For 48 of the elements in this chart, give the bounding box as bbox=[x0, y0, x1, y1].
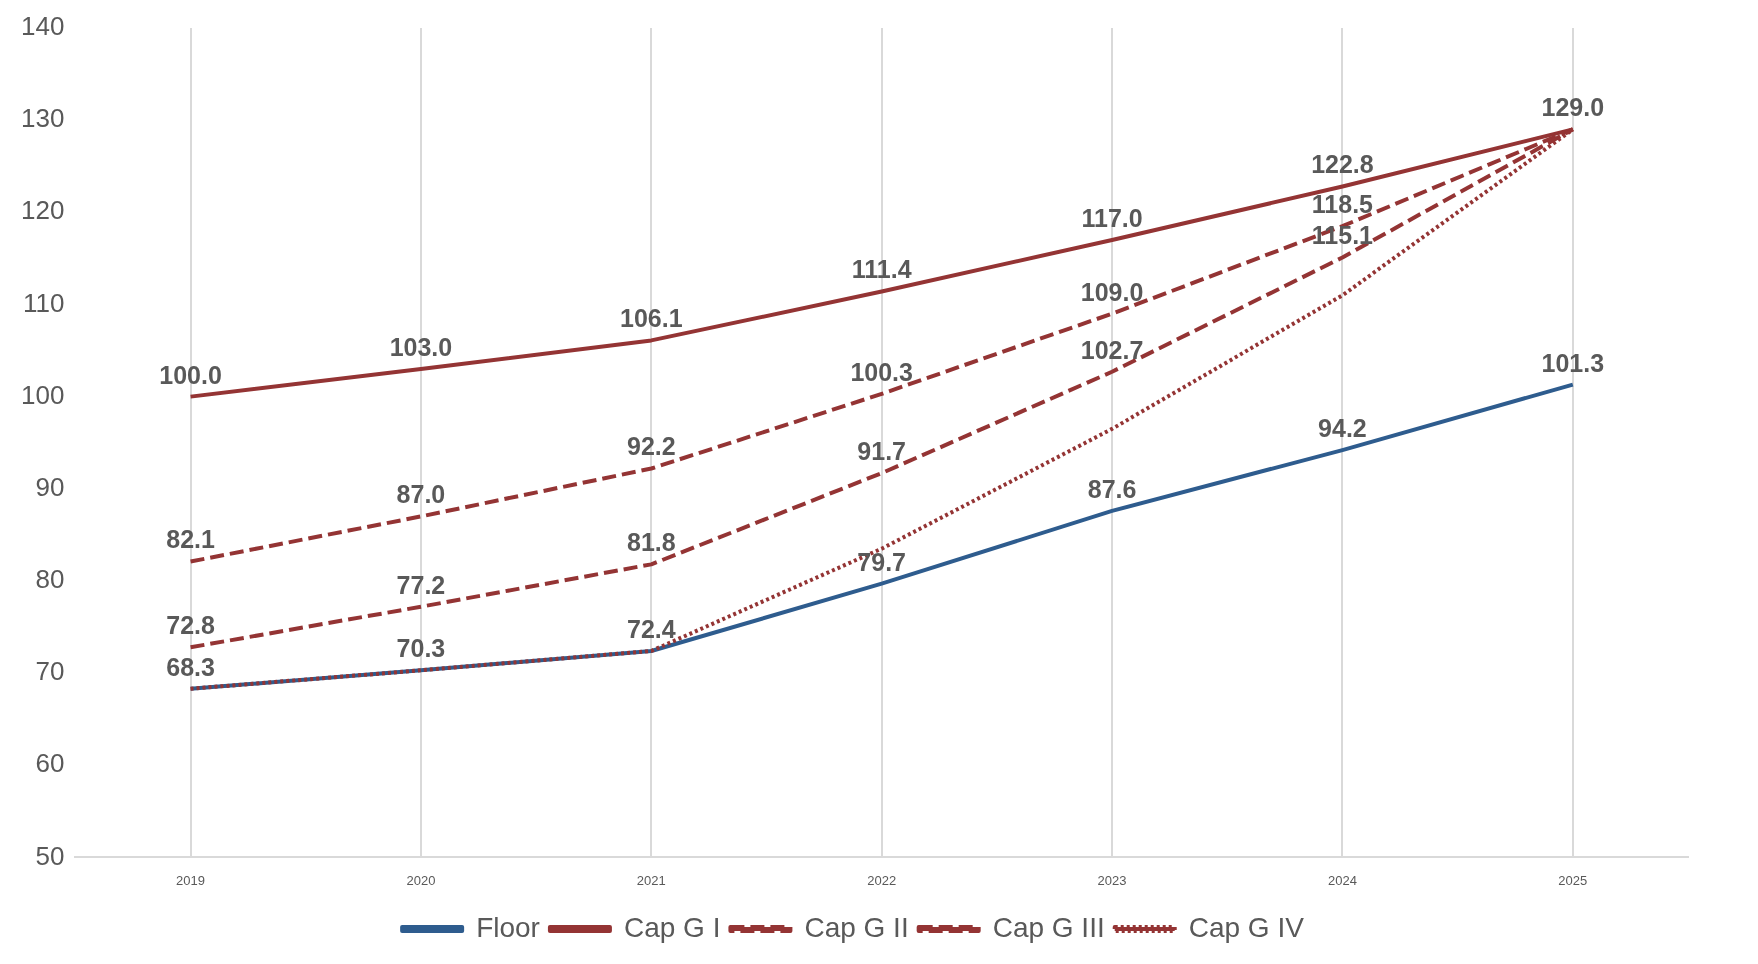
x-tick-label: 2019 bbox=[176, 872, 206, 888]
legend-label: Cap G I bbox=[623, 911, 721, 943]
data-label: 100.3 bbox=[850, 357, 913, 386]
data-label: 118.5 bbox=[1311, 190, 1374, 219]
data-label: 68.3 bbox=[166, 652, 215, 681]
legend-label: Floor bbox=[476, 911, 540, 943]
x-tick-label: 2023 bbox=[1097, 872, 1127, 888]
data-label: 94.2 bbox=[1318, 413, 1367, 442]
data-label: 117.0 bbox=[1081, 203, 1143, 232]
data-label: 87.6 bbox=[1087, 474, 1137, 503]
data-label: 111.4 bbox=[851, 255, 912, 284]
data-label: 106.1 bbox=[620, 304, 683, 333]
x-tick-label: 2025 bbox=[1558, 872, 1588, 888]
y-tick-label: 70 bbox=[35, 656, 65, 687]
data-label: 77.2 bbox=[396, 570, 446, 599]
y-tick-label: 60 bbox=[35, 748, 65, 779]
x-tick-label: 2021 bbox=[636, 872, 666, 888]
data-label: 100.0 bbox=[159, 360, 222, 389]
legend-label: Cap G IV bbox=[1188, 911, 1305, 943]
data-label: 115.1 bbox=[1311, 221, 1374, 250]
x-tick-label: 2024 bbox=[1327, 872, 1357, 888]
data-label: 122.8 bbox=[1311, 150, 1374, 179]
x-tick-label: 2020 bbox=[406, 872, 436, 888]
data-label: 72.4 bbox=[626, 614, 676, 643]
y-tick-label: 50 bbox=[35, 840, 65, 871]
data-label: 81.8 bbox=[626, 528, 676, 557]
y-tick-label: 90 bbox=[35, 471, 65, 502]
data-label: 102.7 bbox=[1080, 335, 1144, 364]
data-label: 109.0 bbox=[1080, 277, 1144, 306]
data-label: 79.7 bbox=[857, 547, 907, 576]
y-tick-label: 130 bbox=[20, 103, 65, 134]
data-label: 103.0 bbox=[389, 332, 453, 361]
legend-label: Cap G II bbox=[804, 911, 909, 943]
data-label: 129.0 bbox=[1541, 93, 1605, 122]
y-tick-label: 110 bbox=[22, 287, 65, 318]
data-label: 101.3 bbox=[1541, 348, 1605, 377]
y-tick-label: 100 bbox=[20, 379, 65, 410]
y-tick-label: 80 bbox=[35, 564, 65, 595]
data-label: 72.8 bbox=[166, 611, 215, 640]
data-label: 92.2 bbox=[626, 432, 676, 461]
legend-label: Cap G III bbox=[992, 911, 1105, 943]
data-label: 91.7 bbox=[857, 437, 907, 465]
data-label: 82.1 bbox=[166, 525, 215, 554]
data-label: 87.0 bbox=[396, 480, 446, 509]
y-tick-label: 140 bbox=[20, 11, 65, 42]
y-tick-label: 120 bbox=[20, 195, 65, 226]
x-tick-label: 2022 bbox=[867, 872, 897, 888]
data-label: 70.3 bbox=[396, 634, 446, 663]
